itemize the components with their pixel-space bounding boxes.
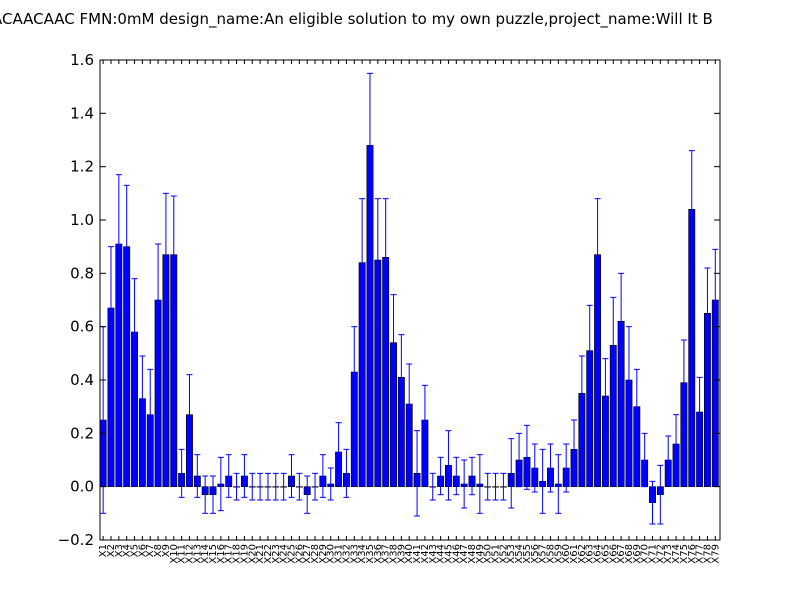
- x-tick-label: X58: [545, 544, 556, 564]
- bars-layer: [99, 145, 719, 503]
- x-tick-label: X21: [255, 544, 266, 564]
- x-tick-label: X5: [130, 544, 141, 557]
- x-tick-label: X55: [522, 544, 533, 564]
- x-tick-label: X13: [192, 544, 203, 564]
- x-tick-label: X23: [271, 544, 282, 564]
- y-tick-label: 0.0: [70, 478, 94, 496]
- y-tick-label: 0.2: [70, 424, 94, 442]
- x-tick-label: X50: [483, 544, 494, 564]
- x-tick-label: X27: [302, 544, 313, 564]
- x-tick-label: X75: [679, 544, 690, 564]
- x-tick-label: X18: [232, 544, 243, 564]
- y-tick-label: −0.2: [58, 531, 94, 549]
- x-tick-label: X63: [585, 544, 596, 564]
- x-tick-label: X46: [451, 544, 462, 564]
- x-tick-label: X32: [341, 544, 352, 564]
- y-tick-label: 1.6: [70, 51, 94, 69]
- x-tick-label: X34: [357, 544, 368, 564]
- y-tick-label: 1.2: [70, 158, 94, 176]
- x-tick-label: X30: [326, 544, 337, 564]
- x-tick-label: X60: [561, 544, 572, 564]
- x-tick-label: X65: [600, 544, 611, 564]
- x-tick-label: X39: [396, 544, 407, 564]
- x-tick-label: X20: [247, 544, 258, 564]
- error-bars-layer: [100, 72, 719, 525]
- x-tick-label: X62: [577, 544, 588, 564]
- x-tick-label: X41: [412, 544, 423, 564]
- x-tick-label: X3: [114, 544, 125, 557]
- x-tick-label: X79: [710, 544, 721, 564]
- x-tick-label: X74: [671, 544, 682, 564]
- x-tick-label: X40: [404, 544, 415, 564]
- y-tick-label: 1.0: [70, 211, 94, 229]
- x-tick-label: X17: [224, 544, 235, 564]
- x-tick-label: X36: [373, 544, 384, 564]
- x-tick-label: X37: [381, 544, 392, 564]
- x-tick-label: X7: [145, 544, 156, 557]
- chart-title: ACAACAAC FMN:0mM design_name:An eligible…: [0, 10, 713, 29]
- x-tick-label: X59: [553, 544, 564, 564]
- x-tick-label: X15: [208, 544, 219, 564]
- x-tick-label: X6: [137, 544, 148, 557]
- x-tick-label: X1: [98, 544, 109, 557]
- x-tick-label: X51: [491, 544, 502, 564]
- x-tick-label: X8: [153, 544, 164, 557]
- x-tick-label: X29: [318, 544, 329, 564]
- x-tick-label: X77: [695, 544, 706, 564]
- x-tick-label: X14: [200, 544, 211, 564]
- x-tick-label: X2: [106, 544, 117, 557]
- x-axis: X1X2X3X4X5X6X7X8X9X10X11X12X13X14X15X16X…: [98, 60, 721, 564]
- x-tick-label: X71: [648, 544, 659, 564]
- x-tick-label: X22: [263, 544, 274, 564]
- x-tick-label: X67: [616, 544, 627, 564]
- x-tick-label: X78: [702, 544, 713, 564]
- x-tick-label: X56: [530, 544, 541, 564]
- x-tick-label: X64: [593, 544, 604, 564]
- y-tick-label: 0.4: [70, 371, 94, 389]
- plot-frame: [99, 59, 721, 541]
- x-tick-label: X57: [538, 544, 549, 564]
- x-tick-label: X49: [475, 544, 486, 564]
- x-tick-label: X43: [428, 544, 439, 564]
- x-tick-label: X24: [279, 544, 290, 564]
- x-tick-label: X19: [239, 544, 250, 564]
- x-tick-label: X72: [655, 544, 666, 564]
- x-tick-label: X48: [467, 544, 478, 564]
- x-tick-label: X31: [334, 544, 345, 564]
- x-tick-label: X12: [184, 544, 195, 564]
- x-tick-label: X10: [169, 544, 180, 564]
- x-tick-label: X25: [286, 544, 297, 564]
- y-axis: −0.2 0.0 0.2 0.4 0.6 0.8 1.0 1.2 1.4 1.6: [58, 51, 720, 549]
- x-tick-label: X44: [436, 544, 447, 564]
- x-tick-label: X76: [687, 544, 698, 564]
- x-tick-label: X42: [420, 544, 431, 564]
- x-tick-label: X61: [569, 544, 580, 564]
- x-tick-label: X33: [349, 544, 360, 564]
- x-tick-label: X28: [310, 544, 321, 564]
- x-tick-label: X45: [443, 544, 454, 564]
- x-tick-label: X52: [498, 544, 509, 564]
- x-tick-label: X38: [389, 544, 400, 564]
- x-tick-label: X26: [294, 544, 305, 564]
- x-tick-label: X11: [177, 544, 188, 564]
- x-tick-label: X54: [514, 544, 525, 564]
- x-tick-label: X9: [161, 544, 172, 557]
- x-tick-label: X73: [663, 544, 674, 564]
- x-tick-label: X4: [122, 544, 133, 557]
- x-tick-label: X35: [365, 544, 376, 564]
- x-tick-label: X69: [632, 544, 643, 564]
- x-tick-label: X66: [608, 544, 619, 564]
- y-tick-label: 0.6: [70, 318, 94, 336]
- y-tick-label: 1.4: [70, 104, 94, 122]
- x-tick-label: X70: [640, 544, 651, 564]
- x-tick-label: X53: [506, 544, 517, 564]
- x-tick-label: X47: [459, 544, 470, 564]
- y-tick-label: 0.8: [70, 264, 94, 282]
- x-tick-label: X68: [624, 544, 635, 564]
- x-tick-label: X16: [216, 544, 227, 564]
